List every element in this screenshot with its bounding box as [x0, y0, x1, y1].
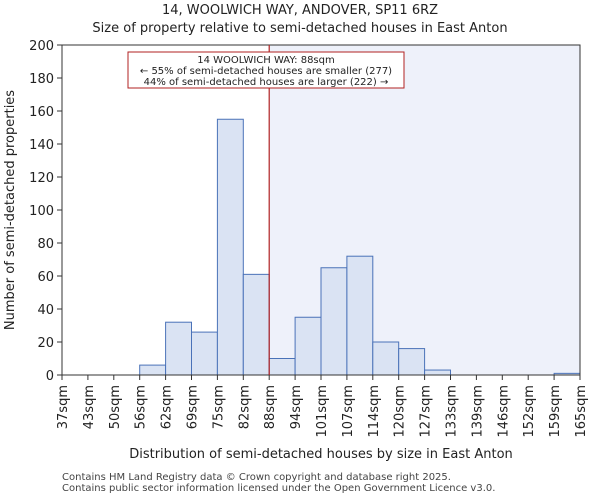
bar-114sqm — [372, 341, 400, 376]
y-tick-label: 200 — [29, 39, 54, 54]
bar-107sqm — [346, 255, 374, 376]
x-tick-label: 146sqm — [496, 385, 511, 438]
annotation-line-1: 14 WOOLWICH WAY: 88sqm — [197, 55, 334, 66]
y-axis-label: Number of semi-detached properties — [3, 90, 18, 330]
bar-56sqm — [139, 364, 167, 376]
footer-line-1: Contains HM Land Registry data © Crown c… — [62, 472, 451, 483]
x-tick-label: 107sqm — [341, 385, 356, 438]
x-tick-label: 127sqm — [419, 385, 434, 438]
x-tick-label: 50sqm — [108, 385, 123, 429]
x-tick-label: 139sqm — [470, 385, 485, 438]
x-tick-label: 43sqm — [82, 385, 97, 429]
y-tick-label: 0 — [46, 369, 54, 384]
x-tick-label: 165sqm — [574, 385, 589, 438]
bar-62sqm — [165, 321, 193, 376]
x-tick-label: 120sqm — [393, 385, 408, 438]
annotation-line-2: ← 55% of semi-detached houses are smalle… — [140, 66, 392, 77]
chart-title: 14, WOOLWICH WAY, ANDOVER, SP11 6RZ Size… — [0, 2, 600, 38]
bar-120sqm — [398, 348, 426, 376]
x-tick-label: 114sqm — [367, 385, 382, 438]
x-axis-label: Distribution of semi-detached houses by … — [129, 447, 513, 462]
y-tick-label: 60 — [37, 270, 54, 285]
bar-75sqm — [216, 118, 244, 376]
x-tick-label: 94sqm — [289, 385, 304, 429]
x-tick-label: 88sqm — [263, 385, 278, 429]
y-tick-label: 100 — [29, 204, 54, 219]
x-tick-label: 62sqm — [160, 385, 175, 429]
x-tick-label: 152sqm — [522, 385, 537, 438]
y-tick-label: 140 — [29, 138, 54, 153]
y-tick-label: 120 — [29, 171, 54, 186]
title-line-1: 14, WOOLWICH WAY, ANDOVER, SP11 6RZ — [161, 3, 439, 18]
footer-line-2: Contains public sector information licen… — [62, 483, 496, 494]
annotation-box — [127, 51, 405, 89]
x-tick-label: 75sqm — [211, 385, 226, 429]
x-tick-label: 82sqm — [237, 385, 252, 429]
x-tick-label: 133sqm — [445, 385, 460, 438]
y-tick-label: 20 — [37, 336, 54, 351]
x-tick-label: 69sqm — [186, 385, 201, 429]
bar-101sqm — [320, 267, 348, 376]
bar-69sqm — [191, 331, 218, 376]
bar-88sqm — [268, 358, 296, 376]
x-tick-label: 159sqm — [548, 385, 563, 438]
bar-127sqm — [424, 369, 452, 376]
x-tick-label: 37sqm — [56, 385, 71, 429]
x-tick-label: 56sqm — [134, 385, 149, 429]
footer: Contains HM Land Registry data © Crown c… — [62, 472, 495, 494]
bar-94sqm — [294, 316, 322, 376]
y-tick-label: 40 — [37, 303, 54, 318]
y-tick-label: 80 — [37, 237, 54, 252]
y-tick-label: 160 — [29, 105, 54, 120]
histogram-chart: 0 20 40 60 80 100 120 140 160 180 200 37sqm 43sqm 50s… — [3, 39, 589, 462]
bar-82sqm — [242, 273, 270, 376]
annotation-line-3: 44% of semi-detached houses are larger (… — [144, 77, 389, 88]
y-tick-label: 180 — [29, 72, 54, 87]
x-tick-label: 101sqm — [315, 385, 330, 438]
title-line-2: Size of property relative to semi-detach… — [92, 21, 508, 36]
